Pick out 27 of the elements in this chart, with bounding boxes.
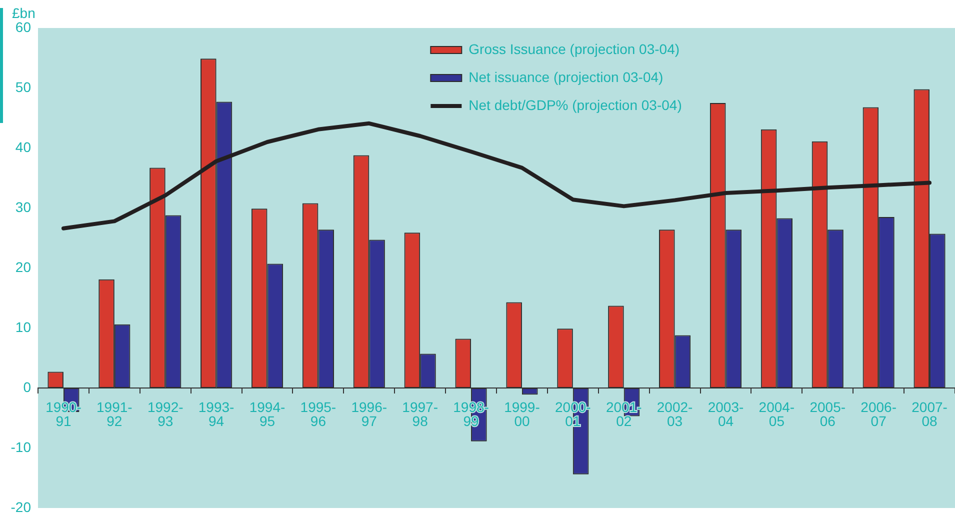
x-tick-label: 1999-00 [504,398,540,429]
x-tick-label: 2005-06 [810,398,846,429]
y-tick-label: 40 [15,138,32,155]
x-tick-label: 1996-97 [351,398,388,429]
legend-label: Net issuance (projection 03-04) [468,68,664,85]
y-tick-label: 50 [15,78,32,95]
y-tick-label: 0 [23,378,32,395]
y-axis-title: £bn [12,4,36,21]
y-tick-label: 60 [15,18,32,35]
y-tick-label: 30 [15,198,32,215]
x-tick-label: 1997-98 [402,398,438,429]
y-tick-label: -10 [10,438,32,455]
x-tick-label: 2006-07 [860,398,897,429]
legend-label: Net debt/GDP% (projection 03-04) [468,96,682,113]
y-tick-label: -20 [10,498,32,514]
legend-label: Gross Issuance (projection 03-04) [468,40,680,57]
x-tick-label: 2007-08 [912,398,948,429]
x-tick-label: 1992-93 [147,398,184,429]
x-tick-label: 1994-95 [249,398,286,429]
x-tick-label: 2002-03 [656,398,694,429]
x-tick-label: 1991-92 [96,398,133,429]
x-tick-label: 2004-05 [758,398,795,429]
y-tick-label: 20 [15,258,32,275]
x-tick-label: 2003-04 [708,398,744,429]
x-tick-label: 1995-96 [300,398,336,429]
x-tick-label: 1993-94 [198,398,235,429]
y-tick-label: 10 [15,318,32,335]
